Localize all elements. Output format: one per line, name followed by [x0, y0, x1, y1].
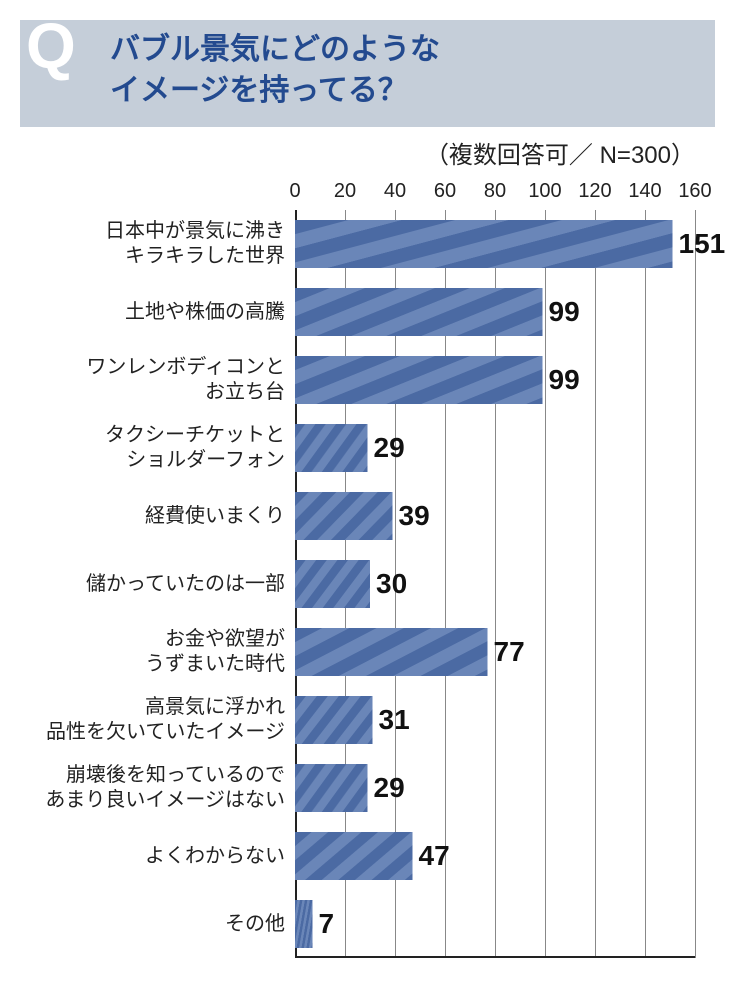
bar	[295, 696, 373, 744]
bar-area: 31	[295, 686, 695, 754]
x-tick-label: 80	[484, 180, 506, 203]
bar	[295, 220, 673, 268]
bar-area: 151	[295, 210, 695, 278]
bar	[295, 560, 370, 608]
chart-rows: 日本中が景気に沸き キラキラした世界151土地や株価の高騰99ワンレンボディコン…	[40, 210, 695, 958]
value-label: 7	[319, 908, 335, 940]
x-tick-label: 20	[334, 180, 356, 203]
x-tick-label: 0	[289, 180, 300, 203]
bar	[295, 900, 313, 948]
bar-chart: 020406080100120140160 日本中が景気に沸き キラキラした世界…	[40, 180, 695, 958]
chart-row: 高景気に浮かれ 品性を欠いていたイメージ 31	[40, 686, 695, 754]
category-label: 崩壊後を知っているので あまり良いイメージはない	[40, 763, 295, 813]
x-tick-label: 40	[384, 180, 406, 203]
value-label: 99	[549, 296, 580, 328]
gridline	[695, 210, 696, 958]
category-label: 儲かっていたのは一部	[40, 572, 295, 597]
category-label: 経費使いまくり	[40, 504, 295, 529]
category-label: お金や欲望が うずまいた時代	[40, 627, 295, 677]
bar	[295, 832, 413, 880]
bar-area: 99	[295, 346, 695, 414]
chart-row: ワンレンボディコンと お立ち台 99	[40, 346, 695, 414]
question-header: Q バブル景気にどのような イメージを持ってる？	[20, 20, 715, 127]
value-label: 47	[419, 840, 450, 872]
bar	[295, 628, 488, 676]
chart-row: タクシーチケットと ショルダーフォン 29	[40, 414, 695, 482]
value-label: 99	[549, 364, 580, 396]
value-label: 29	[374, 772, 405, 804]
title-line-2: イメージを持ってる？	[110, 74, 408, 107]
bar-area: 29	[295, 754, 695, 822]
bar	[295, 424, 368, 472]
bar-area: 99	[295, 278, 695, 346]
bar-area: 77	[295, 618, 695, 686]
bar	[295, 356, 543, 404]
bar	[295, 764, 368, 812]
bar-area: 7	[295, 890, 695, 958]
x-tick-label: 60	[434, 180, 456, 203]
value-label: 30	[376, 568, 407, 600]
value-label: 151	[679, 228, 726, 260]
category-label: 高景気に浮かれ 品性を欠いていたイメージ	[40, 695, 295, 745]
category-label: ワンレンボディコンと お立ち台	[40, 355, 295, 405]
category-label: よくわからない	[40, 844, 295, 869]
value-label: 39	[399, 500, 430, 532]
chart-row: 土地や株価の高騰 99	[40, 278, 695, 346]
question-subtitle: （複数回答可／ N=300）	[20, 135, 695, 170]
bar-area: 30	[295, 550, 695, 618]
x-axis-ticks: 020406080100120140160	[40, 180, 695, 210]
value-label: 31	[379, 704, 410, 736]
x-tick-label: 160	[678, 180, 711, 203]
bar-area: 47	[295, 822, 695, 890]
category-label: 土地や株価の高騰	[40, 300, 295, 325]
category-label: 日本中が景気に沸き キラキラした世界	[40, 219, 295, 269]
chart-row: お金や欲望が うずまいた時代 77	[40, 618, 695, 686]
bar-area: 39	[295, 482, 695, 550]
question-title: バブル景気にどのような イメージを持ってる？	[110, 30, 695, 111]
x-tick-label: 100	[528, 180, 561, 203]
bar	[295, 288, 543, 336]
x-tick-label: 120	[578, 180, 611, 203]
value-label: 77	[494, 636, 525, 668]
chart-row: 経費使いまくり 39	[40, 482, 695, 550]
chart-row: 日本中が景気に沸き キラキラした世界151	[40, 210, 695, 278]
x-tick-label: 140	[628, 180, 661, 203]
bar	[295, 492, 393, 540]
bar-area: 29	[295, 414, 695, 482]
title-line-1: バブル景気にどのような	[110, 33, 440, 66]
category-label: その他	[40, 912, 295, 937]
chart-row: 儲かっていたのは一部 30	[40, 550, 695, 618]
chart-row: その他 7	[40, 890, 695, 958]
chart-row: 崩壊後を知っているので あまり良いイメージはない 29	[40, 754, 695, 822]
category-label: タクシーチケットと ショルダーフォン	[40, 423, 295, 473]
q-icon: Q	[26, 14, 76, 78]
chart-row: よくわからない 47	[40, 822, 695, 890]
x-axis-line	[295, 956, 695, 958]
value-label: 29	[374, 432, 405, 464]
